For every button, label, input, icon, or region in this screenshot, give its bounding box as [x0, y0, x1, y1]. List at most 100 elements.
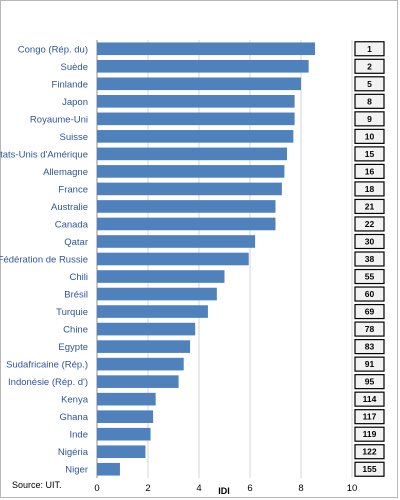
- bar: [97, 182, 282, 196]
- rank-value: 2: [367, 61, 372, 71]
- rank-value: 5: [367, 79, 372, 89]
- rank-box: [354, 391, 385, 407]
- rank-value: 1: [367, 44, 372, 54]
- rank-value: 83: [365, 342, 375, 352]
- rank-value: 15: [365, 149, 375, 159]
- category-label: Chine: [63, 325, 88, 336]
- category-label: Allemagne: [43, 167, 88, 178]
- category-label: Egypte: [58, 342, 88, 353]
- category-label: Qatar: [64, 237, 88, 248]
- rank-value: 30: [365, 236, 375, 246]
- rank-box: [354, 286, 385, 302]
- rank-box: [354, 233, 385, 250]
- rank-value: 91: [365, 359, 375, 369]
- category-label: Canada: [55, 219, 89, 230]
- rank-value: 114: [363, 394, 377, 404]
- rank-box: [354, 198, 385, 215]
- rank-value: 122: [362, 447, 376, 457]
- category-label: Kenya: [61, 395, 89, 406]
- bars: [97, 42, 316, 476]
- rank-box: [354, 58, 385, 74]
- x-tick-labels: 0 2 4 6 8 10: [94, 483, 357, 494]
- category-label: Turquie: [56, 307, 88, 318]
- category-label: Sudafricaine (Rép.): [6, 360, 88, 371]
- rank-value: 22: [365, 219, 375, 229]
- bar: [97, 445, 146, 459]
- rank-box: [354, 409, 385, 425]
- rank-value: 60: [365, 289, 375, 299]
- bar: [97, 340, 191, 353]
- x-tick-label: 10: [347, 483, 358, 494]
- category-label: Chili: [70, 272, 88, 283]
- rank-value: 8: [367, 96, 372, 106]
- rank-box: [354, 41, 385, 57]
- rank-box: [354, 426, 385, 442]
- bar: [97, 252, 249, 266]
- category-labels: Congo (Rép. du) Suède Finlande Japon Royaume…: [0, 44, 89, 475]
- bar: [97, 165, 285, 178]
- category-label: Indonésie (Rép. d'): [8, 377, 88, 388]
- bar: [97, 322, 196, 336]
- rank-box: [354, 303, 385, 320]
- bar: [97, 95, 295, 108]
- bar: [97, 392, 156, 406]
- rank-box: [354, 356, 385, 372]
- bar: [97, 235, 256, 248]
- rank-value: 16: [365, 166, 375, 176]
- category-label: Congo (Rép. du): [18, 44, 88, 55]
- bar: [97, 42, 316, 56]
- category-label: Suède: [61, 62, 88, 73]
- bar: [97, 375, 179, 388]
- rank-box: [354, 93, 385, 109]
- rank-box: [354, 461, 385, 477]
- rank-value: 38: [365, 254, 375, 264]
- bar: [97, 410, 154, 423]
- category-label: Brésil: [64, 290, 88, 301]
- rank-value: 155: [362, 464, 376, 474]
- category-label: Etats-Unis d'Amérique: [0, 149, 88, 160]
- rank-box: [354, 339, 385, 355]
- rank-value: 117: [363, 412, 377, 422]
- source-note: Source: UIT.: [12, 480, 62, 490]
- category-label: Japon: [62, 97, 88, 108]
- rank-value: 78: [365, 324, 375, 334]
- rank-value: 21: [365, 201, 375, 211]
- x-tick-label: 2: [145, 483, 150, 494]
- x-axis-title: IDI: [218, 486, 230, 496]
- x-tick-label: 0: [94, 483, 99, 494]
- bar: [97, 270, 225, 283]
- bar: [97, 130, 294, 143]
- rank-box: [354, 76, 385, 92]
- x-tick-label: 4: [196, 483, 201, 494]
- category-label: Finlande: [52, 79, 88, 90]
- rank-box: [354, 128, 385, 144]
- bar: [97, 357, 184, 371]
- rank-box: [354, 111, 385, 127]
- bar: [97, 217, 276, 231]
- rank-value: 95: [365, 377, 375, 387]
- bar: [97, 112, 295, 126]
- rank-value: 18: [365, 184, 375, 194]
- x-tick-label: 8: [298, 483, 303, 494]
- bar: [97, 462, 120, 476]
- rank-value: 9: [367, 114, 372, 124]
- category-label: Suisse: [59, 132, 88, 143]
- rank-box: [354, 146, 385, 162]
- rank-box: [354, 216, 385, 232]
- category-label: Nigéria: [58, 447, 89, 458]
- category-label: Australie: [51, 202, 88, 213]
- rank-box: [354, 181, 385, 197]
- rank-box: [354, 321, 385, 337]
- rank-box: [354, 444, 385, 460]
- category-label: Ghana: [59, 412, 88, 423]
- rank-box: [354, 268, 385, 285]
- category-label: Inde: [70, 430, 89, 441]
- rank-value: 10: [365, 131, 375, 141]
- rank-box: [354, 374, 385, 390]
- rank-value: 119: [363, 429, 377, 439]
- rank-box: [354, 251, 385, 267]
- category-label: Niger: [65, 465, 88, 476]
- bar: [97, 77, 301, 91]
